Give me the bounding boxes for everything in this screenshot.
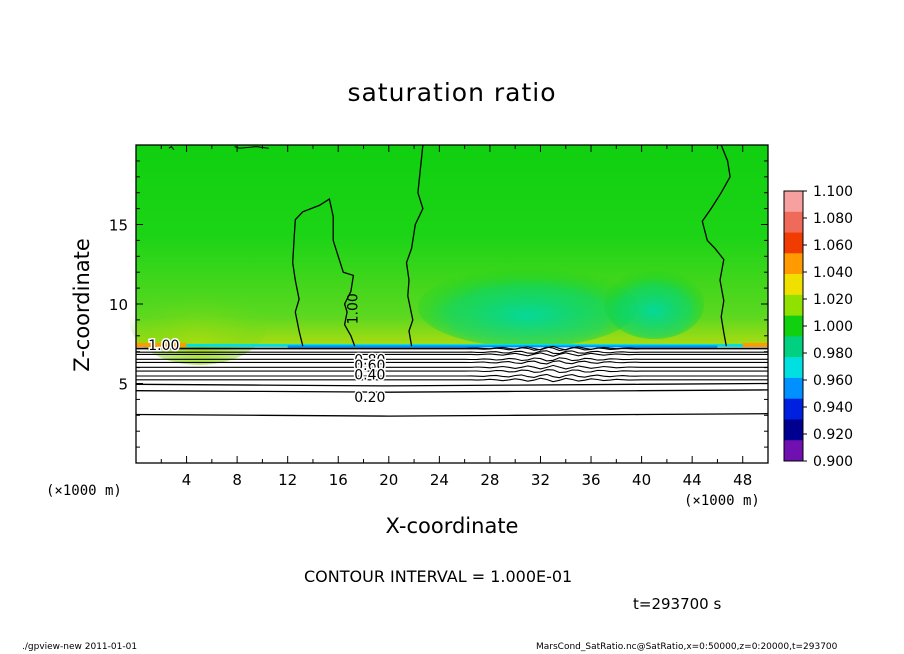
contour-label: 1.00 [148,338,179,354]
colorbar-label: 0.940 [813,400,853,416]
x-axis-label-text: X-coordinate [385,514,519,538]
colorbar-cell [784,398,803,420]
x-tick-label: 12 [278,471,297,489]
colorbar-label: 1.100 [813,184,853,200]
x-tick-label: 24 [430,471,449,489]
contour-line-bundle-8 [136,373,768,379]
contour-line-1.00-a [292,198,356,347]
heatmap-region-low [417,267,638,348]
colorbar-cell [784,274,803,296]
colorbar-cell [784,191,803,213]
contour-line-1.00-d [168,145,175,151]
colorbar-cell [784,253,803,275]
footer-right: MarsCond_SatRatio.nc@SatRatio,x=0:50000,… [536,642,838,652]
contour-line-1.00-c [701,144,731,347]
contour-label: 0.80 [354,352,385,368]
contour-line-bundle-6 [136,364,768,370]
colorbar-cell [784,211,803,233]
colorbar-cell [784,440,803,462]
colorbar-label: 1.040 [813,265,853,281]
contour-line-1.00-b [405,144,424,347]
contour-line-bundle-5 [136,360,768,365]
colorbar-cell [784,377,803,399]
x-tick-label: 8 [232,471,242,489]
contour-label: 0.40 [354,368,385,384]
colorbar-cell [784,357,803,379]
colorbar-cell [784,336,803,358]
x-axis-unit-left: (×1000 m) [46,483,122,499]
y-tick-label: 15 [109,217,128,235]
contour-interval-label: CONTOUR INTERVAL = 1.000E-01 [304,567,573,586]
x-tick-label: 36 [581,471,600,489]
chart-title: saturation ratio [347,78,557,107]
x-tick-label: 16 [329,471,348,489]
contour-line-0.20 [135,389,769,393]
colorbar-label: 0.980 [813,346,853,362]
colorbar-label: 0.960 [813,373,853,389]
heatmap-region-low-2 [604,269,705,339]
boundary-strip-blue [287,345,718,348]
colorbar-label: 1.060 [813,238,853,254]
contour-line-bundle-0 [136,345,768,351]
contour-line-bundle-4 [136,357,768,362]
contour-line-bundle-3 [136,352,768,357]
contour-line-low [135,413,769,417]
contour-line-bundle-2 [136,350,768,355]
x-tick-label: 28 [480,471,499,489]
boundary-strip-orange-left [136,342,187,347]
y-axis-label: Z-coordinate [70,238,94,372]
contour-line-bundle-1 [136,346,768,352]
x-axis-unit-right: (×1000 m) [684,493,760,509]
x-tick-label: 32 [531,471,550,489]
x-tick-label: 48 [733,471,752,489]
colorbar-label: 0.900 [813,454,853,470]
y-tick-label: 10 [109,296,128,314]
contour-line-bundle-9 [136,377,768,383]
x-tick-label: 20 [379,471,398,489]
x-tick-label: 40 [632,471,651,489]
colorbar-cell [784,315,803,337]
x-tick-label: 44 [683,471,702,489]
x-tick-label: 4 [182,471,192,489]
contour-label: 0.20 [354,390,385,406]
colorbar-label: 1.080 [813,211,853,227]
heatmap-region-high [129,274,270,365]
y-tick-label: 5 [118,376,128,394]
contour-line-0.40 [135,382,769,387]
contour-label: 1.00 [345,293,361,324]
time-label: t=293700 s [633,595,722,613]
contour-line-bundle-7 [136,369,768,374]
colorbar-label: 1.020 [813,292,853,308]
colorbar-cell [784,419,803,441]
colorbar-label: 1.000 [813,319,853,335]
boundary-strip-orange-right [742,342,768,347]
contour-label: 0.60 [354,358,385,374]
colorbar-cell [784,232,803,254]
colorbar-cell [784,294,803,316]
footer-left: ./gpview-new 2011-01-01 [22,642,138,652]
colorbar-label: 0.920 [813,427,853,443]
